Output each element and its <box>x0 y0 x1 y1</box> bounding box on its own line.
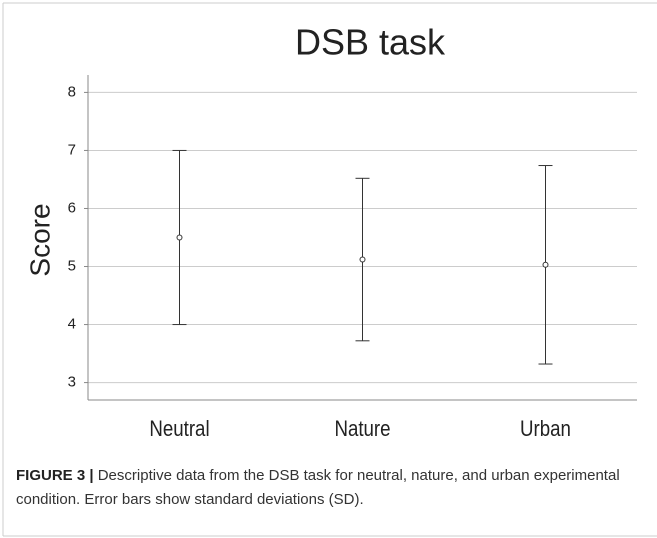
caption: FIGURE 3 | Descriptive data from the DSB… <box>16 464 646 512</box>
caption-label: FIGURE 3 | <box>16 467 94 484</box>
y-tick-label: 4 <box>68 316 76 333</box>
y-axis-label: Score <box>24 203 55 276</box>
y-tick-label: 3 <box>68 374 76 391</box>
chart-title: DSB task <box>295 22 446 63</box>
caption-text: Descriptive data from the DSB task for n… <box>16 467 620 508</box>
x-tick-label: Urban <box>520 417 571 441</box>
mean-point <box>359 256 366 263</box>
y-tick-label: 5 <box>68 257 76 274</box>
mean-point <box>542 261 549 268</box>
y-tick-label: 7 <box>68 141 76 158</box>
mean-point <box>176 234 183 241</box>
x-tick-label: Nature <box>334 417 390 441</box>
y-tick-label: 6 <box>68 199 76 216</box>
x-tick-label: Neutral <box>149 417 209 441</box>
y-tick-label: 8 <box>68 83 76 100</box>
